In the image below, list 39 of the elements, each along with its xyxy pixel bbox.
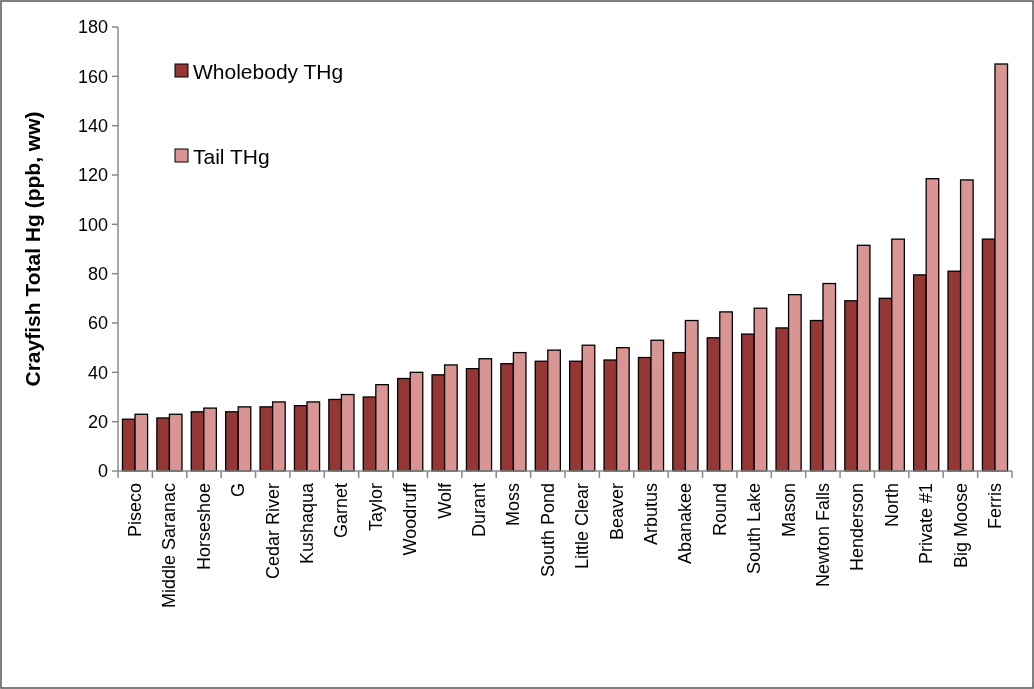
legend-label: Wholebody THg [193, 60, 344, 84]
x-tick-label: Mason [778, 483, 799, 538]
y-tick-label: 160 [77, 66, 108, 87]
y-tick-label: 80 [87, 263, 108, 284]
x-tick-label: South Pond [537, 483, 558, 578]
x-tick-label: Kushaqua [297, 482, 318, 565]
x-tick-label: Abanakee [675, 483, 696, 565]
y-tick-label: 60 [87, 313, 108, 334]
x-tick-label: Little Clear [572, 483, 593, 570]
x-tick-label: Cedar River [262, 483, 283, 580]
legend-label: Tail THg [193, 145, 270, 169]
x-tick-label: Round [709, 483, 730, 537]
x-tick-label: Woodruff [400, 482, 421, 556]
x-tick-label: North [881, 483, 902, 528]
y-tick-label: 0 [97, 461, 108, 482]
y-tick-label: 40 [87, 362, 108, 383]
x-tick-label: Beaver [606, 483, 627, 541]
y-tick-label: 140 [77, 115, 108, 136]
y-axis-title: Crayfish Total Hg (ppb, ww) [21, 111, 44, 387]
x-tick-label: Piseco [125, 483, 146, 538]
y-tick-label: 100 [77, 214, 108, 235]
x-tick-label: Middle Saranac [159, 483, 180, 609]
x-tick-label: Newton Falls [812, 483, 833, 588]
x-tick-label: Arbutus [640, 483, 661, 546]
x-tick-label: Wolf [434, 482, 455, 519]
x-tick-label: Private #1 [916, 483, 937, 565]
x-tick-label: Ferris [984, 483, 1005, 529]
x-tick-label: Horseshoe [193, 483, 214, 571]
x-tick-label: G [228, 483, 249, 498]
x-tick-label: South Lake [744, 483, 765, 575]
x-tick-label: Henderson [847, 483, 868, 572]
x-tick-label: Moss [503, 483, 524, 527]
x-tick-label: Durant [469, 483, 490, 538]
y-tick-label: 120 [77, 165, 108, 186]
x-tick-label: Taylor [365, 483, 386, 532]
y-tick-label: 20 [87, 411, 108, 432]
x-tick-label: Big Moose [950, 483, 971, 569]
x-tick-label: Garnet [331, 483, 352, 539]
y-tick-label: 180 [77, 17, 108, 38]
